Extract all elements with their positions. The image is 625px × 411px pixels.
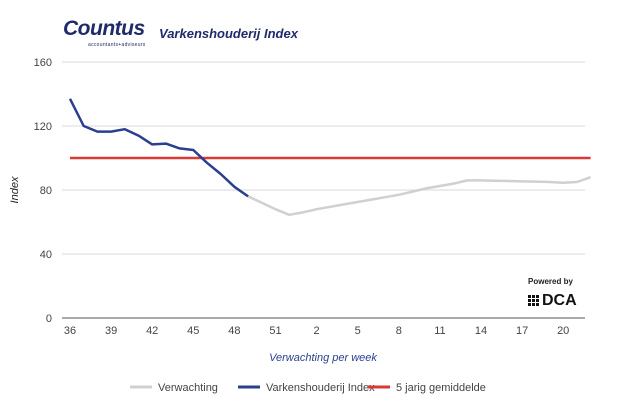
countus-logo: Countus bbox=[63, 17, 145, 40]
y-tick-label: 80 bbox=[40, 185, 52, 197]
x-axis-label: Verwachting per week bbox=[269, 352, 377, 364]
y-tick-label: 160 bbox=[34, 57, 52, 69]
x-tick-label: 39 bbox=[105, 325, 117, 337]
x-tick-label: 45 bbox=[187, 325, 199, 337]
x-tick-label: 8 bbox=[396, 325, 402, 337]
y-tick-label: 40 bbox=[40, 249, 52, 261]
y-tick-label: 0 bbox=[46, 313, 52, 325]
series-line-verwachting bbox=[247, 176, 592, 217]
x-tick-label: 2 bbox=[314, 325, 320, 337]
dca-brand: DCA bbox=[542, 292, 577, 309]
legend-label: Verwachting bbox=[158, 382, 218, 394]
chart-title: Varkenshouderij Index bbox=[159, 26, 298, 41]
x-tick-label: 5 bbox=[355, 325, 361, 337]
y-tick-label: 120 bbox=[34, 121, 52, 133]
x-tick-label: 48 bbox=[228, 325, 240, 337]
legend-label: 5 jarig gemiddelde bbox=[396, 382, 486, 394]
legend-label: Varkenshouderij Index bbox=[266, 382, 375, 394]
x-tick-label: 20 bbox=[557, 325, 569, 337]
dca-grid-icon bbox=[528, 295, 539, 306]
y-axis-label: Index bbox=[9, 176, 21, 203]
x-tick-label: 11 bbox=[434, 325, 445, 337]
series-line-varkenshouderij-index bbox=[68, 98, 249, 198]
x-tick-label: 51 bbox=[269, 325, 281, 337]
x-tick-label: 17 bbox=[516, 325, 528, 337]
x-tick-label: 14 bbox=[475, 325, 487, 337]
x-tick-label: 36 bbox=[64, 325, 76, 337]
x-tick-label: 42 bbox=[146, 325, 158, 337]
logo-subtitle: accountants+adviseurs bbox=[88, 42, 146, 48]
powered-by-label: Powered by bbox=[528, 277, 573, 286]
dca-logo: DCA bbox=[528, 292, 577, 309]
